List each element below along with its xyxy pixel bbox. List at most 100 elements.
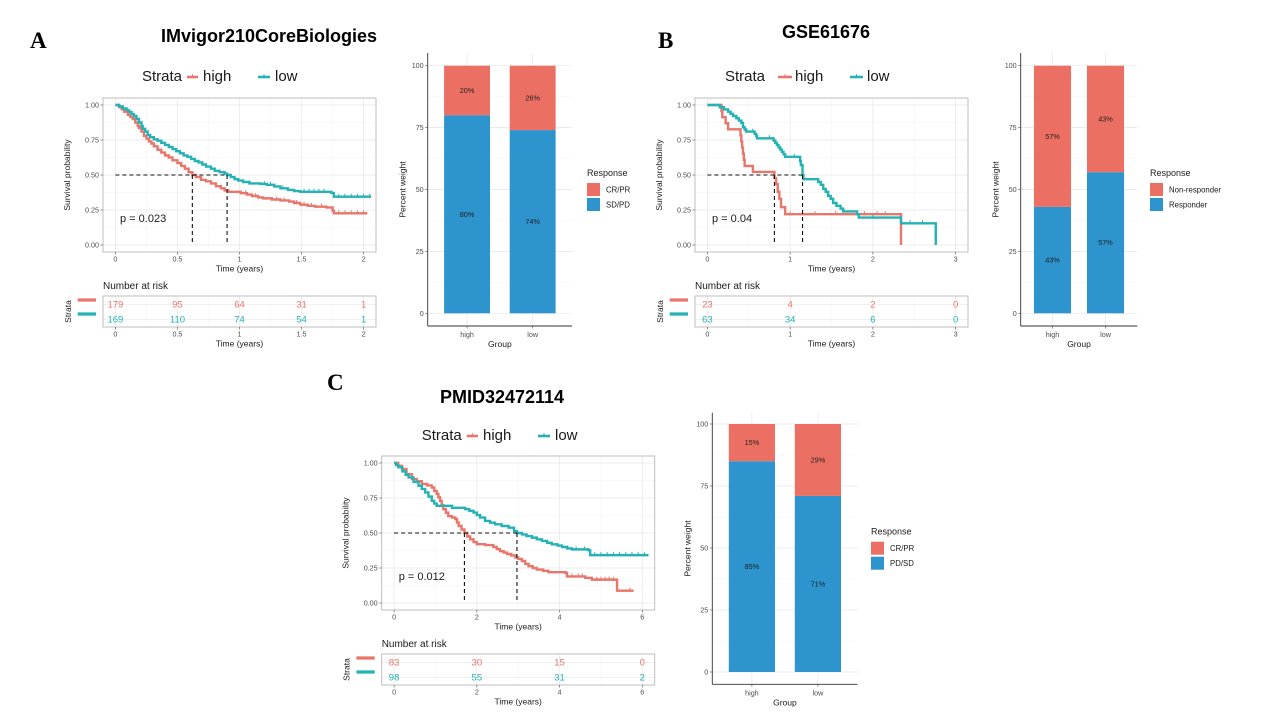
bar-chart: 43% 57% 57% 43% 0 25 50 75 100 high low Group Percen… <box>991 53 1221 349</box>
risk-count-high: 2 <box>870 300 875 311</box>
bar-value-label: 26% <box>525 93 540 102</box>
bar-segment-high-pd-sd <box>728 461 775 672</box>
bar-y-tick-label: 0 <box>420 309 424 318</box>
y-tick-label: 1.00 <box>364 459 378 468</box>
y-tick-label: 0.25 <box>677 206 691 215</box>
risk-count-low: 54 <box>296 315 307 326</box>
bar-value-label: 15% <box>745 438 760 447</box>
panel-letter: B <box>658 28 673 53</box>
risk-count-high: 179 <box>107 300 123 311</box>
panel-title: GSE61676 <box>782 22 870 42</box>
bar-value-label: 57% <box>1045 132 1060 141</box>
bar-segment-high-cr-pr <box>728 424 775 462</box>
bar-x-axis-title: Group <box>773 697 797 707</box>
risk-x-tick-label: 4 <box>558 688 562 697</box>
x-tick-label: 2 <box>475 613 479 622</box>
bar-y-tick-label: 50 <box>416 185 424 194</box>
y-axis-title: Survival probability <box>62 139 72 211</box>
risk-y-axis-title: Strata <box>63 300 73 323</box>
panel-letter: A <box>30 28 47 53</box>
x-tick-label: 1.5 <box>297 255 307 264</box>
risk-x-tick-label: 1 <box>238 330 242 339</box>
bar-legend-label-responder: Responder <box>1169 200 1208 209</box>
risk-count-high: 0 <box>953 300 958 311</box>
km-curve-high <box>394 461 634 592</box>
risk-x-axis-title: Time (years) <box>495 697 543 707</box>
bar-segment-low-pd-sd <box>794 495 841 672</box>
bar-legend: Response Non-responder Responder <box>1150 168 1221 211</box>
risk-count-high: 0 <box>640 658 645 669</box>
risk-count-low: 1 <box>361 315 366 326</box>
risk-count-high: 31 <box>296 300 307 311</box>
y-tick-label: 0.50 <box>364 529 378 538</box>
risk-count-low: 34 <box>785 315 796 326</box>
risk-count-low: 31 <box>554 673 565 684</box>
panel-title: IMvigor210CoreBiologies <box>161 26 377 46</box>
bar-y-axis-title: Percent weight <box>682 520 692 577</box>
bar-legend: Response CR/PR SD/PD <box>587 168 631 211</box>
bar-legend: Response CR/PR PD/SD <box>871 527 915 570</box>
x-axis-title: Time (years) <box>808 264 856 274</box>
bar-legend-swatch-cr-pr <box>871 541 884 555</box>
x-tick-label: 1 <box>238 255 242 264</box>
y-tick-label: 0.75 <box>85 136 99 145</box>
legend-label-low: low <box>867 68 890 85</box>
bar-segment-low-cr-pr <box>794 424 841 496</box>
bar-segment-high-responder <box>1033 206 1072 314</box>
risk-table-title: Number at risk <box>103 281 169 292</box>
bar-legend-label-cr-pr: CR/PR <box>890 544 915 553</box>
panel-title: PMID32472114 <box>440 387 564 407</box>
risk-table: Number at risk 179 95 64 31 1 169 110 74 54 1 0 0.5 1… <box>63 281 377 349</box>
risk-count-low: 74 <box>234 315 245 326</box>
km-legend: Strata high low <box>422 427 578 444</box>
km-curve-low <box>394 461 649 557</box>
bar-legend-swatch-cr-pr <box>587 183 600 196</box>
risk-table-title: Number at risk <box>382 639 448 650</box>
risk-count-low: 2 <box>640 673 645 684</box>
risk-x-tick-label: 3 <box>954 330 958 339</box>
y-tick-label: 1.00 <box>677 101 691 110</box>
bar-chart: 85% 15% 71% 29% 0 25 50 75 100 high low Group Percen… <box>682 412 915 707</box>
bar-y-tick-label: 0 <box>1013 309 1017 318</box>
y-tick-label: 0.50 <box>677 171 691 180</box>
x-tick-label: 0.5 <box>172 255 182 264</box>
bar-y-tick-label: 25 <box>416 247 424 256</box>
y-tick-label: 0.75 <box>677 136 691 145</box>
legend-label-low: low <box>275 68 298 85</box>
bar-legend-title: Response <box>1150 168 1191 178</box>
bar-legend-swatch-pd-sd <box>871 556 884 570</box>
bar-segment-high-non-responder <box>1033 65 1072 207</box>
risk-count-low: 98 <box>389 673 400 684</box>
y-tick-label: 0.50 <box>85 171 99 180</box>
km-curve-high <box>707 103 903 245</box>
bar-legend-swatch-responder <box>1150 198 1163 211</box>
bar-value-label: 57% <box>1098 238 1113 247</box>
risk-count-high: 4 <box>787 300 792 311</box>
risk-count-high: 30 <box>472 658 483 669</box>
km-legend-title: Strata <box>142 68 183 85</box>
km-chart: Strata high low p = 0.012 0 2 4 6 0.00 0.25 0.50 0.… <box>341 427 656 632</box>
x-tick-label: 3 <box>954 255 958 264</box>
x-tick-label: 4 <box>558 613 562 622</box>
risk-x-tick-label: 0.5 <box>172 330 182 339</box>
bar-segment-low-non-responder <box>1086 65 1125 173</box>
bar-x-tick-label: low <box>1100 330 1112 339</box>
bar-segment-low-sd-pd <box>509 130 556 314</box>
risk-x-tick-label: 0 <box>705 330 709 339</box>
y-tick-label: 0.00 <box>364 599 378 608</box>
bar-y-tick-label: 100 <box>696 420 708 429</box>
bar-y-tick-label: 0 <box>704 668 708 677</box>
bar-y-tick-label: 75 <box>416 123 424 132</box>
risk-x-axis-title: Time (years) <box>216 339 264 349</box>
km-curve-low <box>707 103 937 245</box>
x-tick-label: 2 <box>871 255 875 264</box>
risk-count-low: 63 <box>702 315 713 326</box>
y-axis-title: Survival probability <box>654 139 664 211</box>
bar-value-label: 80% <box>460 210 475 219</box>
panel-a: A IMvigor210CoreBiologies Strata high low p =… <box>30 26 631 349</box>
x-axis-title: Time (years) <box>495 622 543 632</box>
bar-x-tick-label: low <box>813 688 825 697</box>
bar-value-label: 85% <box>745 562 760 571</box>
y-tick-label: 0.00 <box>677 241 691 250</box>
